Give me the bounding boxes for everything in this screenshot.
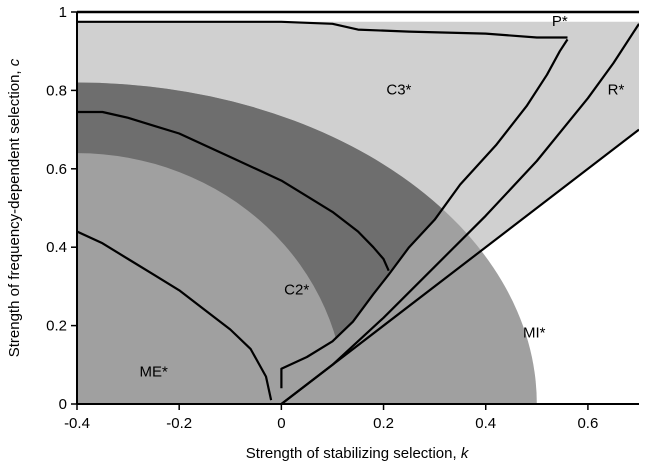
x-tick-label: 0 xyxy=(277,415,285,432)
region-labels: P* C3* R* C2* MI* ME* xyxy=(139,13,624,381)
y-tick-label: 1 xyxy=(59,4,67,21)
x-tick-label: 0.6 xyxy=(577,415,598,432)
y-tick-label: 0.4 xyxy=(46,239,67,256)
shaded-regions xyxy=(77,21,639,404)
x-axis-ticks: -0.4 -0.2 0 0.2 0.4 0.6 xyxy=(64,404,598,432)
y-tick-label: 0.6 xyxy=(46,161,67,178)
y-axis-ticks: 0 0.2 0.4 0.6 0.8 1 xyxy=(46,4,77,413)
y-axis-title: Strength of frequency-dependent selectio… xyxy=(6,58,23,357)
x-tick-label: 0.4 xyxy=(475,415,496,432)
inner-region xyxy=(77,153,346,404)
region-label-me-star: ME* xyxy=(139,364,168,381)
x-tick-label: 0.2 xyxy=(373,415,394,432)
y-tick-label: 0 xyxy=(59,396,67,413)
region-label-mi-star: MI* xyxy=(523,324,546,341)
x-tick-label: -0.4 xyxy=(64,415,90,432)
x-axis-title: Strength of stabilizing selection, k xyxy=(246,445,470,462)
R-boundary xyxy=(280,23,639,404)
region-label-r-star: R* xyxy=(608,81,625,98)
region-label-p-star: P* xyxy=(552,13,568,30)
region-label-c2-star: C2* xyxy=(284,281,309,298)
y-tick-label: 0.8 xyxy=(46,82,67,99)
C2-boundary xyxy=(77,110,390,272)
C3-boundary xyxy=(280,38,569,389)
axes xyxy=(76,10,639,405)
P-top-boundary xyxy=(77,20,568,39)
MI-upper-line xyxy=(280,128,639,404)
boundary-curves xyxy=(77,20,639,404)
ME-boundary xyxy=(77,230,273,401)
x-tick-label: -0.2 xyxy=(166,415,192,432)
y-tick-label: 0.2 xyxy=(46,318,67,335)
region-label-c3-star: C3* xyxy=(386,81,411,98)
